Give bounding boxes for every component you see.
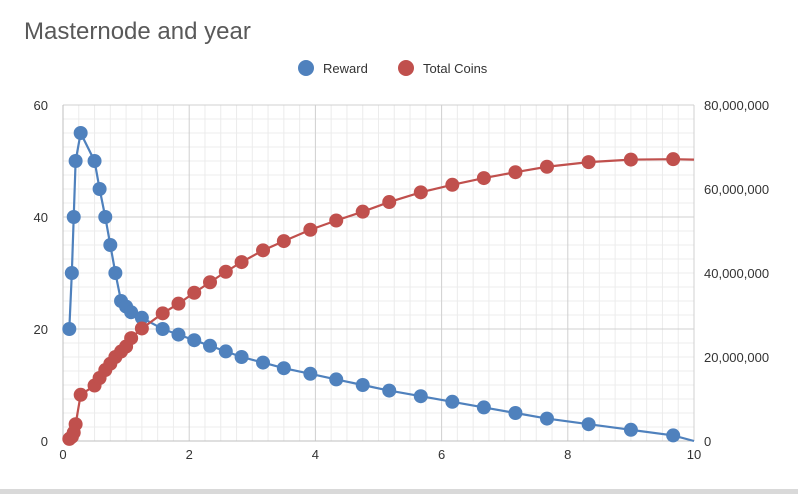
data-point-reward: [62, 322, 77, 336]
legend: Reward Total Coins: [0, 60, 798, 84]
y-tick-label: 40: [34, 210, 48, 225]
data-point-reward: [187, 333, 202, 348]
data-point-reward: [68, 154, 83, 168]
data-point-reward: [171, 327, 186, 342]
chart-title: Masternode and year: [24, 18, 251, 45]
data-point-total-coins: [329, 213, 344, 228]
data-point-reward: [666, 428, 681, 443]
y-tick-label: 20: [34, 322, 48, 337]
data-point-reward: [276, 361, 291, 376]
data-point-total-coins: [276, 234, 291, 249]
data-point-reward: [623, 422, 638, 437]
legend-item-reward: Reward: [298, 60, 368, 76]
y2-tick-label: 60,000,000: [704, 182, 769, 197]
y2-tick-label: 0: [704, 434, 711, 449]
data-point-reward: [64, 266, 79, 280]
x-tick-label: 8: [564, 447, 571, 462]
data-point-total-coins: [445, 177, 460, 192]
legend-label-reward: Reward: [323, 60, 368, 76]
data-point-reward: [103, 238, 118, 252]
data-point-total-coins: [256, 243, 271, 258]
y-tick-label: 0: [41, 434, 48, 449]
axis-layer: [62, 104, 695, 442]
data-point-reward: [355, 378, 370, 392]
x-tick-label: 0: [59, 447, 66, 462]
legend-swatch-reward: [298, 60, 314, 76]
data-point-total-coins: [155, 306, 170, 321]
data-point-total-coins: [623, 152, 638, 167]
x-tick-label: 6: [438, 447, 445, 462]
data-point-reward: [98, 210, 113, 224]
legend-label-total-coins: Total Coins: [423, 60, 488, 76]
data-point-reward: [234, 350, 249, 364]
y-tick-label: 60: [34, 98, 48, 113]
legend-swatch-total-coins: [398, 60, 414, 76]
data-point-total-coins: [171, 296, 186, 311]
data-point-reward: [108, 266, 123, 280]
data-point-reward: [134, 310, 149, 325]
data-point-reward: [66, 210, 81, 224]
data-point-total-coins: [134, 321, 149, 336]
x-tick-label: 4: [312, 447, 319, 462]
data-point-total-coins: [68, 417, 83, 432]
data-point-total-coins: [203, 275, 218, 290]
series-layer: [62, 126, 695, 446]
data-point-total-coins: [382, 195, 397, 210]
data-point-total-coins: [413, 185, 428, 200]
data-point-reward: [92, 182, 107, 196]
legend-item-total-coins: Total Coins: [398, 60, 487, 76]
data-point-reward: [124, 305, 139, 320]
data-point-total-coins: [476, 171, 491, 186]
data-point-total-coins: [539, 159, 554, 174]
data-point-reward: [329, 372, 344, 387]
data-point-reward: [73, 126, 88, 140]
data-point-total-coins: [187, 285, 202, 300]
data-point-reward: [303, 366, 318, 381]
data-point-reward: [218, 344, 233, 359]
tick-labels: 0 2 4 6 8 100204060020,000,00040,000,00060,00…: [34, 98, 770, 462]
data-point-reward: [508, 406, 523, 420]
x-tick-label: 10: [687, 447, 701, 462]
data-point-total-coins: [355, 204, 370, 219]
data-point-total-coins: [218, 264, 233, 279]
data-point-reward: [155, 322, 170, 336]
data-point-total-coins: [666, 152, 681, 167]
grid-layer: [63, 105, 694, 441]
bottom-border: [0, 489, 798, 494]
data-point-reward: [539, 411, 554, 426]
data-point-reward: [87, 154, 102, 168]
data-point-total-coins: [124, 331, 139, 346]
series-line-total-coins: [68, 158, 695, 440]
data-point-total-coins: [303, 222, 318, 237]
data-point-reward: [476, 400, 491, 415]
x-tick-label: 2: [186, 447, 193, 462]
data-point-reward: [581, 417, 596, 432]
data-point-reward: [382, 383, 397, 398]
data-point-reward: [256, 355, 271, 370]
data-point-total-coins: [234, 255, 249, 270]
y2-tick-label: 40,000,000: [704, 266, 769, 281]
y2-tick-label: 20,000,000: [704, 350, 769, 365]
data-point-total-coins: [73, 387, 88, 402]
data-point-reward: [413, 389, 428, 404]
data-point-reward: [203, 338, 218, 353]
y2-tick-label: 80,000,000: [704, 98, 769, 113]
data-point-total-coins: [581, 155, 596, 170]
data-point-reward: [445, 394, 460, 409]
data-point-total-coins: [508, 165, 523, 180]
